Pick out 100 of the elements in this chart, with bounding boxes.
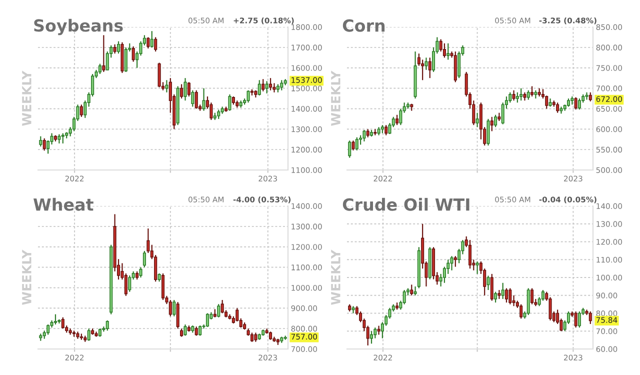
- candlestick: [98, 63, 102, 75]
- candlestick: [250, 332, 254, 342]
- candlestick: [526, 90, 530, 100]
- candlestick: [150, 30, 154, 48]
- candlestick: [61, 316, 64, 330]
- candlestick: [102, 34, 106, 72]
- candlestick: [486, 275, 490, 291]
- candlestick: [180, 84, 184, 100]
- candlestick: [206, 312, 210, 328]
- candlestick: [280, 80, 284, 91]
- candlestick: [574, 96, 578, 110]
- candlestick: [348, 140, 352, 158]
- candlestick: [442, 42, 446, 58]
- candlestick: [486, 118, 490, 146]
- candlestick: [142, 250, 146, 268]
- candlestick: [476, 260, 479, 274]
- candlestick: [116, 40, 120, 54]
- candlestick: [501, 282, 504, 300]
- candlestick: [585, 92, 588, 100]
- candlestick: [146, 36, 150, 50]
- candlestick: [187, 82, 190, 98]
- candlestick: [578, 310, 581, 328]
- candlestick: [352, 140, 355, 151]
- candlestick: [494, 291, 498, 304]
- chart-title: Corn: [342, 19, 385, 32]
- candlestick: [384, 124, 388, 136]
- candlestick: [176, 301, 180, 330]
- candlestick: [377, 325, 380, 336]
- candlestick: [194, 326, 198, 336]
- candlestick: [508, 288, 512, 305]
- candlestick: [574, 310, 578, 328]
- candlestick: [58, 134, 61, 144]
- candlestick: [424, 57, 428, 70]
- candlestick: [512, 90, 516, 102]
- candlestick: [548, 296, 552, 321]
- candlestick: [172, 299, 176, 317]
- candlestick: [578, 98, 581, 110]
- candlestick: [132, 46, 135, 62]
- candlestick: [355, 136, 358, 151]
- candlestick: [265, 80, 268, 94]
- candlestick: [87, 328, 90, 342]
- candlestick: [490, 116, 494, 132]
- chart-title: Wheat: [33, 198, 94, 211]
- candlestick: [191, 90, 194, 108]
- candlestick: [124, 46, 128, 72]
- candlestick: [399, 108, 402, 126]
- candlestick: [254, 332, 258, 342]
- candlestick: [516, 92, 519, 104]
- candlestick: [446, 42, 450, 60]
- candlestick: [526, 288, 530, 316]
- chart-title: Soybeans: [34, 18, 123, 36]
- candlestick: [588, 310, 592, 325]
- candlestick: [194, 90, 198, 110]
- candlestick: [428, 57, 432, 79]
- candlestick: [80, 104, 83, 118]
- candlestick: [154, 36, 158, 52]
- candlestick: [198, 324, 202, 336]
- candlestick: [228, 94, 232, 112]
- candlestick: [520, 88, 523, 102]
- candlestick: [258, 80, 261, 96]
- candlestick: [168, 299, 172, 317]
- candlestick: [396, 114, 399, 126]
- candlestick: [42, 138, 46, 152]
- candlestick: [61, 132, 64, 144]
- candlestick: [165, 80, 168, 93]
- candlestick: [476, 112, 479, 128]
- candlestick: [450, 255, 454, 271]
- candlestick: [217, 304, 220, 318]
- candlestick: [54, 314, 58, 326]
- candlestick: [402, 289, 406, 305]
- candlestick: [184, 78, 187, 102]
- candlestick: [556, 102, 560, 114]
- candlestick: [520, 304, 523, 320]
- candlestick: [220, 299, 224, 314]
- candlestick: [184, 324, 187, 336]
- candlestick: [262, 78, 265, 92]
- candlestick: [158, 62, 161, 88]
- candlestick: [246, 90, 250, 104]
- candlestick: [46, 324, 50, 336]
- candlestick: [530, 86, 534, 98]
- candlestick: [362, 129, 366, 142]
- candlestick: [494, 114, 498, 128]
- candlestick: [490, 273, 494, 302]
- candlestick: [146, 228, 150, 254]
- candlestick: [504, 288, 508, 304]
- candlestick: [161, 272, 165, 301]
- candlestick: [388, 122, 392, 135]
- candlestick: [202, 88, 206, 112]
- candlestick: [39, 136, 42, 148]
- candlestick: [106, 320, 109, 332]
- candlestick: [468, 239, 472, 270]
- candlestick: [454, 255, 457, 268]
- chart-title: Crude Oil WTI: [342, 198, 470, 211]
- candlestick: [113, 44, 116, 54]
- candlestick: [128, 274, 132, 292]
- candlestick: [370, 330, 374, 344]
- candlestick: [530, 288, 534, 305]
- candlestick: [217, 109, 220, 120]
- candlestick: [410, 284, 414, 296]
- candlestick: [268, 78, 272, 91]
